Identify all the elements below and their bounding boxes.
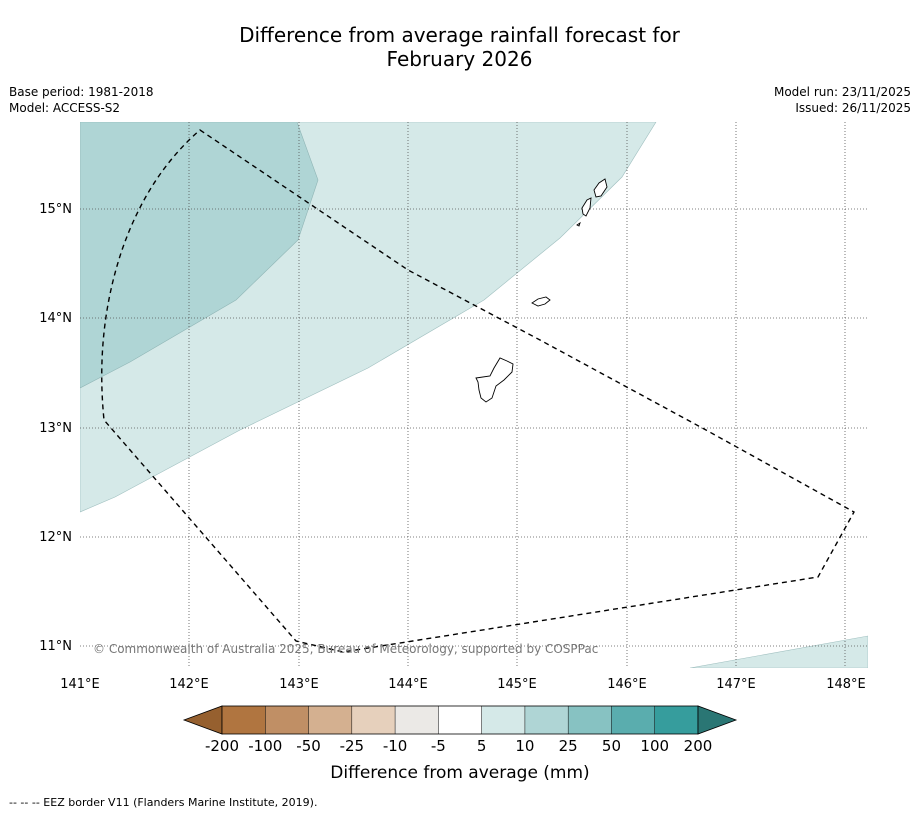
- colorbar-segment: [395, 706, 439, 734]
- lon-labels: 141°E 142°E 143°E 144°E 145°E 146°E 147°…: [60, 677, 866, 692]
- colorbar-tick-label: 100: [640, 737, 669, 755]
- lat-label: 13°N: [39, 421, 72, 436]
- lat-label: 12°N: [39, 530, 72, 545]
- rota-island: [531, 296, 551, 307]
- tinian-island: [581, 197, 592, 217]
- rainfall-region-5-10-south: [689, 635, 868, 668]
- colorbar-extend-high: [697, 705, 738, 735]
- colorbar-segment: [568, 706, 612, 734]
- chart-title-line1: Difference from average rainfall forecas…: [239, 23, 680, 47]
- colorbar-tick-label: -50: [296, 737, 321, 755]
- colorbar-extend-low: [182, 705, 223, 735]
- colorbar-tick-label: -5: [431, 737, 446, 755]
- footnote: -- -- -- EEZ border V11 (Flanders Marine…: [9, 796, 318, 809]
- colorbar-segment: [481, 706, 525, 734]
- lat-label: 15°N: [39, 202, 72, 217]
- chart-title-line2: February 2026: [386, 47, 533, 71]
- colorbar-tick-label: 200: [684, 737, 713, 755]
- colorbar-tick-label: 10: [515, 737, 534, 755]
- guam-island: [475, 357, 514, 403]
- gridlines: [80, 122, 868, 668]
- lon-label: 141°E: [60, 677, 100, 692]
- colorbar-segment: [351, 706, 396, 734]
- colorbar-tick-label: -25: [340, 737, 365, 755]
- rainfall-region-10-25: [80, 122, 319, 389]
- colorbar-segment: [438, 706, 482, 734]
- lon-label: 148°E: [826, 677, 866, 692]
- lon-label: 144°E: [388, 677, 428, 692]
- lon-label: 145°E: [497, 677, 537, 692]
- lat-label: 14°N: [39, 311, 72, 326]
- lat-labels: 15°N 14°N 13°N 12°N 11°N: [39, 202, 72, 654]
- eez-border: [101, 129, 855, 653]
- islands: [475, 178, 608, 403]
- colorbar-title: Difference from average (mm): [330, 763, 589, 783]
- saipan-island: [593, 178, 608, 198]
- map-area: [80, 122, 868, 668]
- colorbar-tick-label: 50: [602, 737, 621, 755]
- lon-label: 142°E: [169, 677, 209, 692]
- model-run: Model run: 23/11/2025: [773, 85, 911, 99]
- colorbar-tick-label: 25: [559, 737, 578, 755]
- model-name: Model: ACCESS-S2: [9, 101, 121, 115]
- colorbar: -200 -100 -50 -25 -10 -5 5 10 25 50 100 200: [182, 705, 738, 755]
- base-period: Base period: 1981-2018: [9, 85, 154, 99]
- lon-label: 146°E: [607, 677, 647, 692]
- colorbar-tick-label: -10: [383, 737, 408, 755]
- colorbar-segment: [265, 706, 309, 734]
- colorbar-segment: [524, 706, 569, 734]
- copyright-text: © Commonwealth of Australia 2025, Bureau…: [93, 642, 598, 656]
- lat-label: 11°N: [39, 639, 72, 654]
- colorbar-tick-label: -100: [248, 737, 282, 755]
- colorbar-tick-label: -200: [205, 737, 239, 755]
- colorbar-segment: [611, 706, 655, 734]
- aguijan-island: [576, 221, 581, 227]
- lon-label: 147°E: [716, 677, 756, 692]
- issued-date: Issued: 26/11/2025: [795, 101, 911, 115]
- lon-label: 143°E: [279, 677, 319, 692]
- colorbar-segment: [308, 706, 352, 734]
- colorbar-tick-label: 5: [477, 737, 487, 755]
- colorbar-segment: [222, 706, 266, 734]
- colorbar-segment: [654, 706, 698, 734]
